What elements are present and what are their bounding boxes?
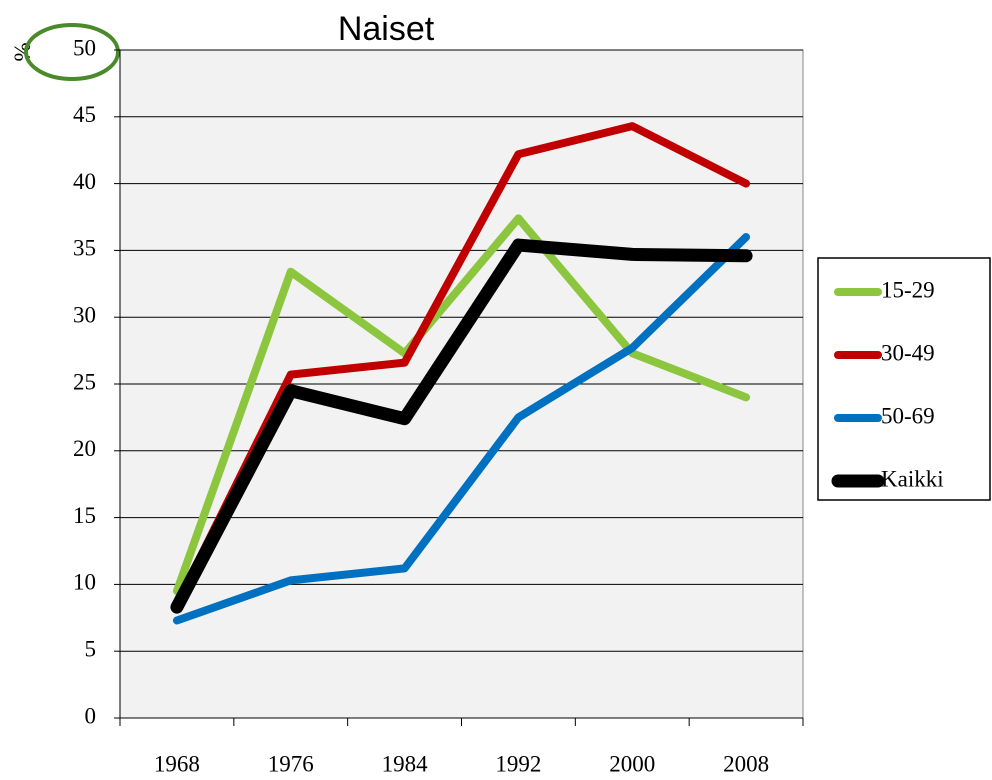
y-tick-label: 20 bbox=[73, 436, 96, 461]
x-tick-label: 1984 bbox=[382, 751, 429, 776]
y-tick-label: 0 bbox=[85, 703, 97, 728]
chart-title: Naiset bbox=[338, 10, 435, 48]
legend-label: 50-69 bbox=[881, 403, 935, 428]
y-tick-label: 30 bbox=[73, 302, 96, 327]
x-tick-label: 2008 bbox=[723, 751, 769, 776]
y-tick-label: 10 bbox=[73, 570, 96, 595]
series-line bbox=[172, 233, 751, 625]
y-tick-label: 50 bbox=[73, 35, 96, 60]
x-tick-label: 1992 bbox=[495, 751, 541, 776]
series-line bbox=[172, 214, 751, 596]
x-tick-label: 2000 bbox=[609, 751, 655, 776]
y-tick-label: 45 bbox=[73, 102, 96, 127]
y-tick-label: 15 bbox=[73, 503, 96, 528]
highlight-ellipse bbox=[24, 23, 120, 81]
legend-label: 30-49 bbox=[881, 340, 935, 365]
series-line bbox=[170, 238, 753, 614]
y-axis-label: % bbox=[10, 42, 35, 61]
y-tick-label: 40 bbox=[73, 169, 96, 194]
legend-label: 15-29 bbox=[881, 277, 935, 302]
y-tick-label: 5 bbox=[85, 636, 97, 661]
legend-box bbox=[817, 257, 991, 501]
y-tick-label: 25 bbox=[73, 369, 96, 394]
y-tick-label: 35 bbox=[73, 236, 96, 261]
x-tick-label: 1976 bbox=[268, 751, 314, 776]
x-tick-label: 1968 bbox=[154, 751, 200, 776]
legend-label: Kaikki bbox=[881, 466, 944, 491]
